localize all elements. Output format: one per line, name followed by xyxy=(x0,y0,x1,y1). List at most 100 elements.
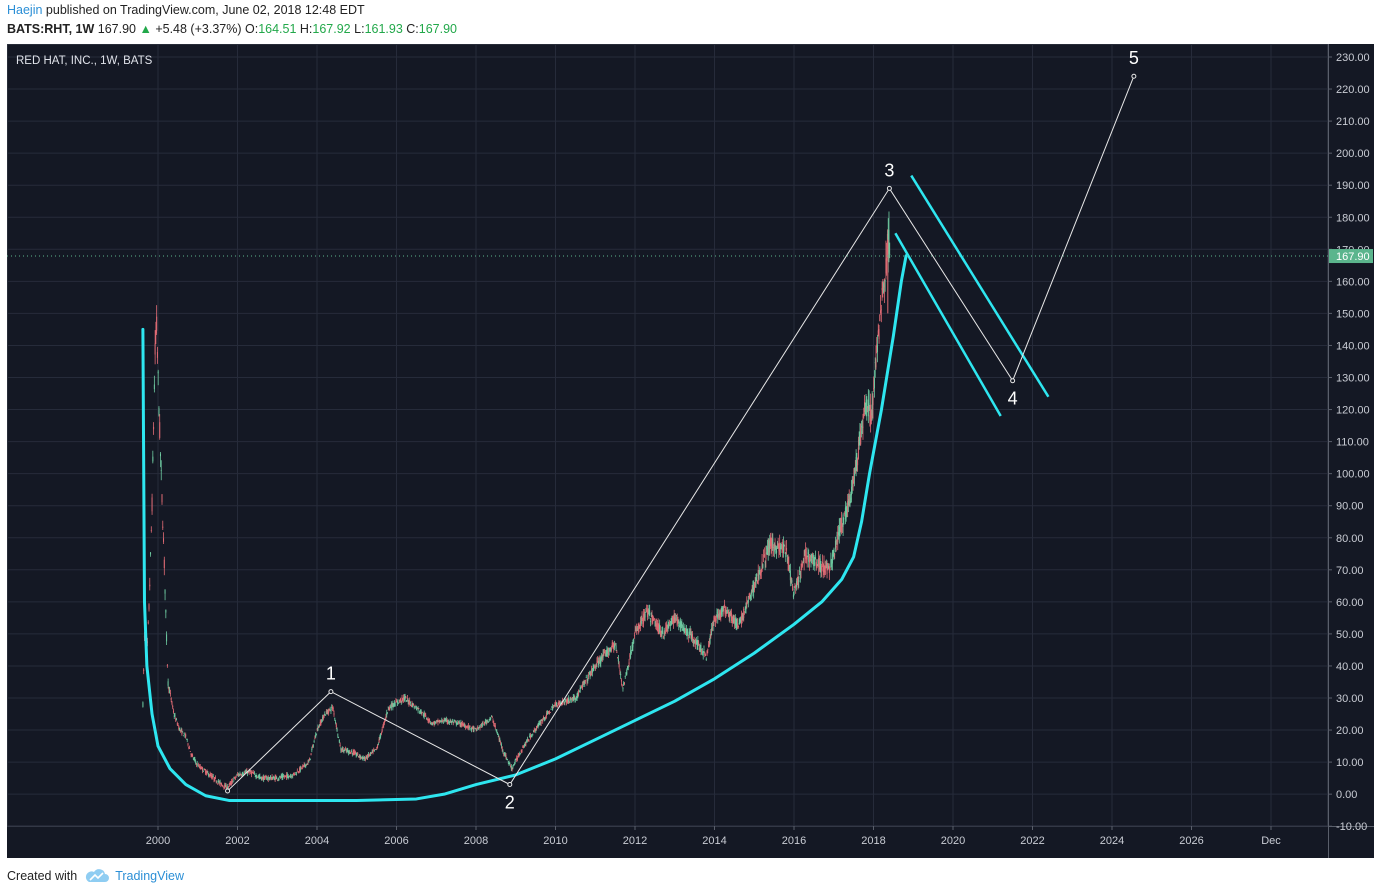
candle-body xyxy=(619,669,621,672)
candle-body xyxy=(708,644,710,648)
candle-body xyxy=(585,677,587,679)
candle-body xyxy=(321,719,323,722)
candle-body xyxy=(526,740,528,743)
candle-body xyxy=(388,707,390,710)
candle-body xyxy=(727,609,729,617)
candle-body xyxy=(593,665,595,667)
candle-body xyxy=(627,666,629,669)
candle-body xyxy=(390,706,392,708)
candle-body xyxy=(527,739,529,741)
candle-body xyxy=(844,513,846,515)
candle-body xyxy=(748,595,750,597)
candle-body xyxy=(477,727,479,729)
candle-body xyxy=(871,404,873,416)
candle-body xyxy=(175,718,177,721)
candle-body xyxy=(707,649,709,651)
candle-body xyxy=(750,594,752,599)
candle-body xyxy=(802,563,804,565)
open-label: O: xyxy=(244,22,259,36)
candle-body xyxy=(582,683,584,685)
candle-body xyxy=(599,661,601,663)
candle-body xyxy=(344,748,346,750)
candle-body xyxy=(684,626,686,628)
y-axis[interactable]: 230.00220.00210.00200.00190.00180.00170.… xyxy=(7,52,1373,833)
y-tick-label: 190.00 xyxy=(1336,180,1370,192)
candle-body xyxy=(701,649,703,654)
candle-body xyxy=(448,721,450,723)
candle-body xyxy=(171,701,173,705)
candle-body xyxy=(644,613,646,618)
candle-body xyxy=(688,631,690,635)
candle-body xyxy=(796,579,798,581)
candle-body xyxy=(205,771,207,774)
candle-body xyxy=(507,761,509,763)
candle-body xyxy=(530,736,532,738)
x-tick-label: 2020 xyxy=(941,835,965,847)
candle-body xyxy=(244,771,246,773)
candle-body xyxy=(150,552,152,555)
candle-body xyxy=(222,785,224,787)
candle-body xyxy=(732,614,734,623)
candle-body xyxy=(867,399,869,417)
candle-body xyxy=(206,770,208,773)
chart-container[interactable]: 1 2 3 4 5 230.00 220.00 210.00 200.00 190.00 180.… xyxy=(6,43,1374,858)
candle-body xyxy=(687,631,689,636)
candle-body xyxy=(279,776,281,777)
candle-body xyxy=(830,559,832,567)
author-link[interactable]: Haejin xyxy=(7,3,43,17)
candle-body xyxy=(737,623,739,627)
candle-body xyxy=(330,711,332,712)
candle-body xyxy=(721,607,723,612)
candle-body xyxy=(341,750,343,752)
price-chart[interactable]: 1 2 3 4 5 230.00 220.00 210.00 200.00 190.00 180.… xyxy=(6,43,1374,858)
candle-body xyxy=(184,734,186,737)
candle-body xyxy=(501,746,503,750)
candle-body xyxy=(532,734,534,736)
candle-body xyxy=(731,612,733,621)
candle-body xyxy=(457,722,459,724)
candle-body xyxy=(842,514,844,528)
candle-body xyxy=(292,774,294,776)
candle-body xyxy=(427,718,429,721)
candle-body xyxy=(474,728,476,729)
candle-body xyxy=(188,747,190,749)
candle-body xyxy=(822,564,824,572)
candle-body xyxy=(237,774,239,776)
candle-body xyxy=(277,779,279,780)
candle-body xyxy=(357,753,359,755)
lower-support-curve xyxy=(141,254,908,803)
candle-body xyxy=(397,702,399,704)
candle-body xyxy=(746,602,748,605)
candle-body xyxy=(455,721,457,723)
candle-body xyxy=(754,582,756,585)
candle-body xyxy=(865,399,867,405)
candle-body xyxy=(864,402,866,413)
candle-body xyxy=(473,728,475,732)
trend-curves xyxy=(141,174,1050,803)
candle-body xyxy=(877,330,879,337)
candle-body xyxy=(260,776,262,781)
candle-body xyxy=(289,776,291,777)
candle-body xyxy=(799,570,801,572)
candle-body xyxy=(662,630,664,634)
x-axis[interactable]: 2000 2002 2004 2006 2008 2010 2012 2014 2016 2018… xyxy=(146,826,1282,847)
candle-body xyxy=(238,774,240,776)
tradingview-brand[interactable]: TradingView xyxy=(85,869,184,883)
candle-body xyxy=(322,715,324,720)
symbol-label: BATS:RHT, 1W xyxy=(7,22,95,36)
candle-body xyxy=(234,777,236,778)
candle-body xyxy=(839,526,841,537)
candle-body xyxy=(738,622,740,625)
candle-body xyxy=(828,566,830,573)
candle-body xyxy=(828,566,830,568)
candle-body xyxy=(378,739,380,742)
candle-body xyxy=(718,613,720,618)
candle-body xyxy=(449,720,451,722)
candle-body xyxy=(827,566,829,569)
candle-body xyxy=(629,654,631,658)
candle-body xyxy=(364,757,366,760)
candle-body xyxy=(485,721,487,724)
x-tick-label: 2022 xyxy=(1020,835,1044,847)
candle-body xyxy=(883,283,885,287)
candle-body xyxy=(362,756,364,760)
